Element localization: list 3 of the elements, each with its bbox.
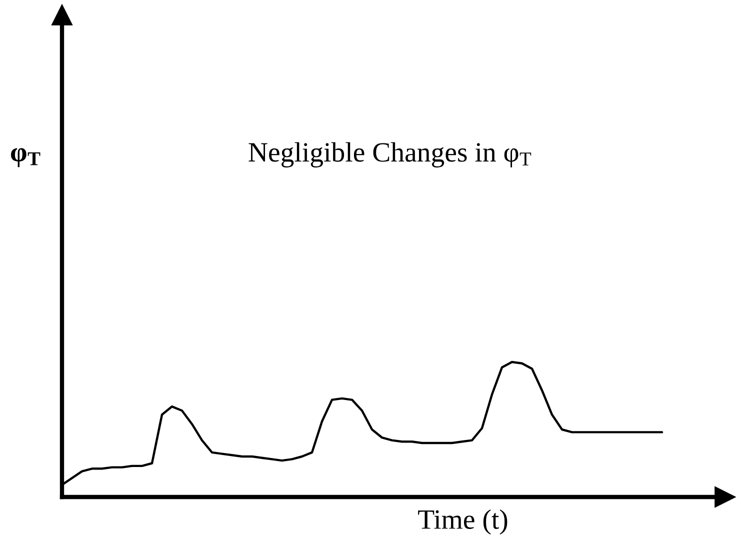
x-axis-title: Time (t) [418, 509, 508, 535]
chart-title: Negligible Changes in φ$_{T}$ [248, 142, 532, 168]
text: φ$_{T}$ [10, 148, 40, 168]
